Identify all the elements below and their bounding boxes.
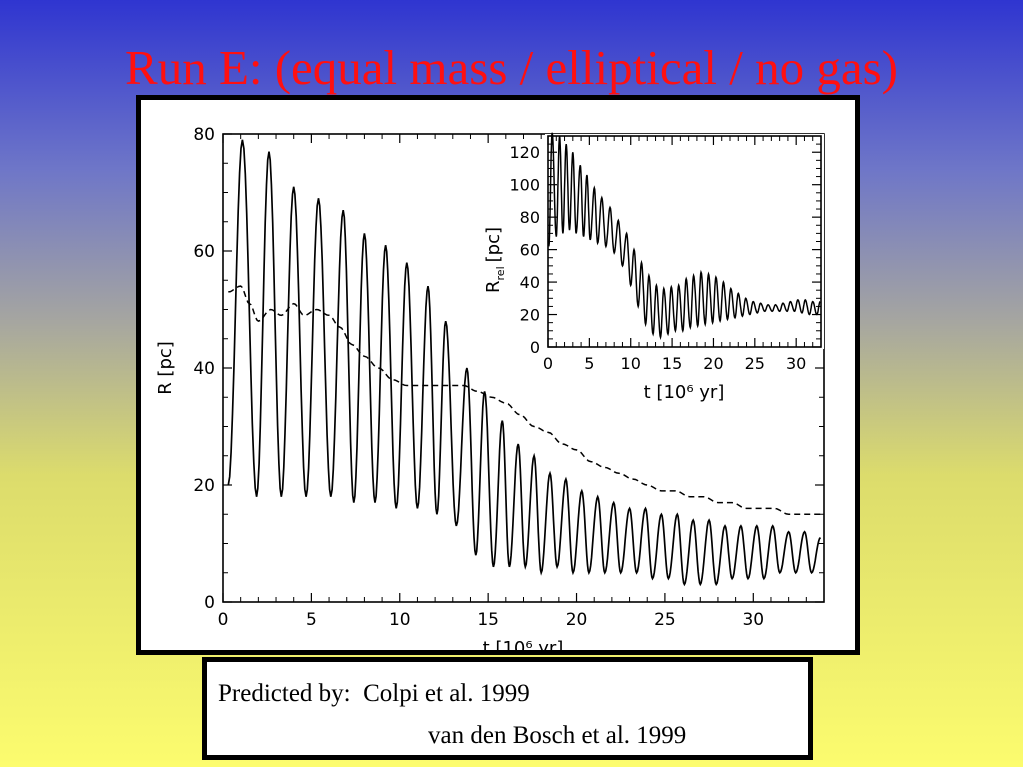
inset-y-axis-label: Rrel [pc]	[483, 227, 507, 293]
main-x-tick-label: 0	[218, 610, 229, 630]
inset-series-solid-line	[548, 132, 821, 341]
main-tick-labels: 0 5 10 15 20 25 30 0 20 40 60 80	[193, 125, 764, 630]
main-chart: 0 5 10 15 20 25 30 0 20 40 60 80 t [10⁶ yr] R [pc]	[155, 125, 825, 650]
main-x-tick-label: 25	[654, 610, 676, 630]
inset-series	[548, 132, 821, 341]
main-y-axis-label: R [pc]	[155, 341, 176, 395]
inset-y-tick-label: 20	[520, 305, 540, 324]
inset-x-tick-label: 15	[662, 354, 682, 373]
inset-x-tick-label: 30	[786, 354, 806, 373]
inset-x-axis-label: t [10⁶ yr]	[644, 382, 725, 403]
inset-x-tick-label: 5	[584, 354, 594, 373]
main-series-dashed-line	[228, 285, 824, 516]
inset-x-tick-label: 25	[745, 354, 765, 373]
inset-y-tick-label: 80	[520, 208, 540, 227]
main-y-tick-label: 80	[193, 125, 215, 145]
inset-x-tick-label: 20	[703, 354, 723, 373]
figure-frame: 0 5 10 15 20 25 30 0 20 40 60 80 t [10⁶ yr] R [pc] …	[136, 95, 860, 655]
inset-x-tick-label: 10	[621, 354, 641, 373]
svg-text:Rrel[pc]: Rrel [pc]	[483, 227, 507, 293]
caption-box: Predicted by: Colpi et al. 1999 van den …	[202, 657, 813, 760]
inset-axis-ticks	[547, 135, 822, 348]
inset-y-tick-label: 40	[520, 273, 540, 292]
main-x-tick-label: 10	[389, 610, 411, 630]
inset-y-tick-label: 100	[509, 175, 540, 194]
inset-y-tick-label: 120	[509, 143, 540, 162]
inset-y-tick-label: 60	[520, 240, 540, 259]
inset-chart: 0 5 10 15 20 25 30 0 20 40 60 80 100 120 t [10⁶ yr] R…	[483, 132, 824, 403]
main-y-tick-label: 40	[193, 359, 215, 379]
main-x-tick-label: 15	[477, 610, 499, 630]
main-y-tick-label: 20	[193, 476, 215, 496]
main-x-tick-label: 20	[566, 610, 588, 630]
inset-x-tick-label: 0	[543, 354, 553, 373]
inset-y-label-sub: rel	[494, 266, 507, 280]
main-y-tick-label: 60	[193, 242, 215, 262]
main-series-solid-line	[227, 139, 822, 587]
inset-y-label-unit: [pc]	[483, 227, 504, 262]
slide-title: Run E: (equal mass / elliptical / no gas…	[125, 40, 898, 95]
main-x-tick-label: 30	[742, 610, 764, 630]
main-y-tick-label: 0	[204, 593, 215, 613]
main-series	[227, 139, 824, 587]
main-x-tick-label: 5	[306, 610, 317, 630]
inset-y-label-main: R	[483, 280, 504, 293]
caption-line1: Predicted by: Colpi et al. 1999	[218, 680, 530, 707]
inset-y-tick-label: 0	[530, 338, 540, 357]
main-x-axis-label: t [10⁶ yr]	[483, 638, 564, 650]
caption-line2: van den Bosch et al. 1999	[428, 722, 687, 749]
inset-tick-labels: 0 5 10 15 20 25 30 0 20 40 60 80 100 120	[509, 143, 806, 373]
